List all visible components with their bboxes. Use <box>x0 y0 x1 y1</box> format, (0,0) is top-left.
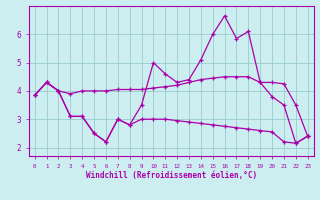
X-axis label: Windchill (Refroidissement éolien,°C): Windchill (Refroidissement éolien,°C) <box>86 171 257 180</box>
